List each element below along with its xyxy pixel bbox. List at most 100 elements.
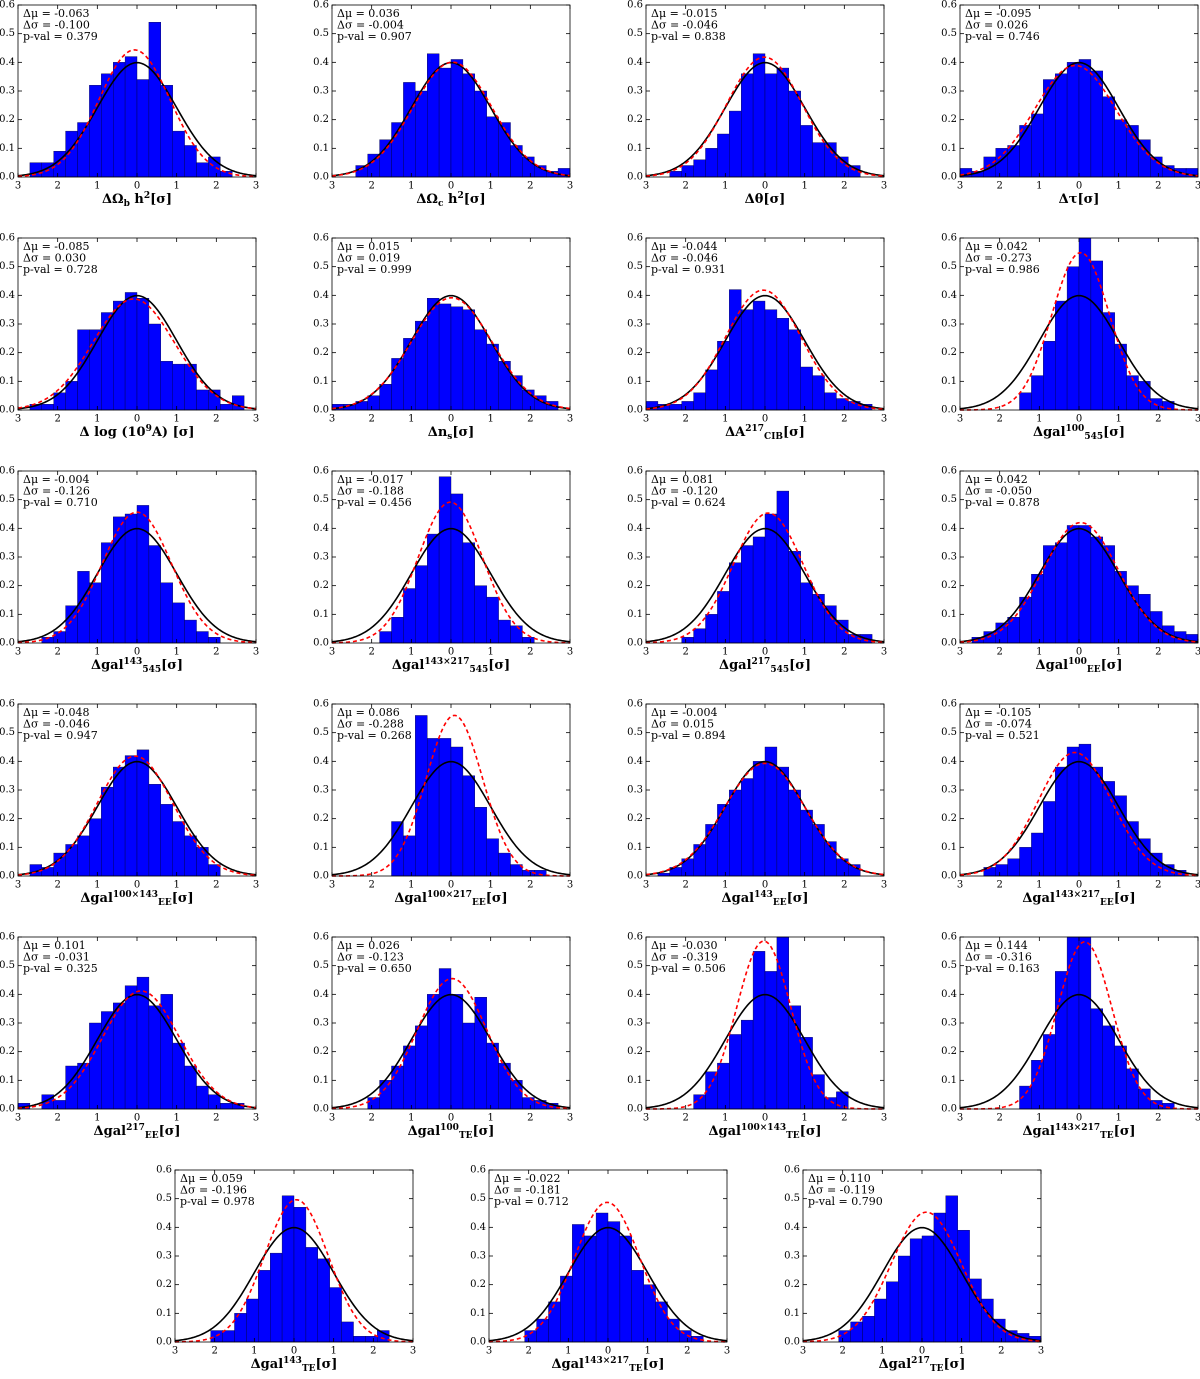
stat-annotation: p-val = 0.978	[180, 1195, 255, 1208]
y-tick-label: 0.3	[156, 1251, 172, 1262]
x-tick-label: 2	[527, 414, 533, 425]
x-axis-label-part: [σ]	[944, 1357, 966, 1372]
x-axis-label-part: Δgal	[392, 658, 425, 673]
bar	[886, 1281, 899, 1343]
x-tick-label: 1	[94, 880, 100, 891]
stat-annotation: Δσ = -0.188	[337, 485, 404, 498]
bar	[717, 591, 730, 644]
x-tick-label: 0	[605, 1346, 611, 1357]
stat-annotation: p-val = 0.878	[965, 496, 1040, 509]
y-tick-label: 0.6	[941, 233, 957, 244]
x-axis-label-part: 100	[1068, 657, 1087, 667]
bar	[1043, 341, 1056, 411]
stat-annotation: Δμ = -0.022	[494, 1172, 561, 1185]
x-tick-label: 0	[448, 1113, 454, 1124]
bar	[1066, 62, 1080, 178]
x-axis-label-part: Δgal	[1022, 1124, 1055, 1139]
x-axis-label: Δgal143×217545[σ]	[392, 657, 510, 675]
x-axis-label-part: EE	[145, 1131, 159, 1141]
normal-curve	[331, 527, 571, 643]
bar	[717, 133, 730, 178]
bar	[693, 628, 706, 644]
x-axis-label-part: Δτ[σ]	[1059, 192, 1100, 207]
bar	[981, 1298, 994, 1343]
stat-annotation: p-val = 0.712	[494, 1195, 569, 1208]
bar	[1078, 525, 1092, 644]
y-tick-label: 0.4	[0, 290, 15, 301]
x-tick-label: 0	[762, 181, 768, 192]
y-tick-label: 0.1	[313, 143, 329, 154]
bar	[741, 309, 754, 411]
bar	[667, 1318, 680, 1343]
x-tick-label: 1	[1036, 647, 1042, 658]
x-tick-label: 0	[919, 1346, 925, 1357]
bar	[124, 513, 138, 644]
bar	[438, 968, 452, 1110]
bar	[560, 1275, 573, 1343]
y-tick-label: 0.5	[784, 1193, 800, 1204]
stat-annotation: Δμ = -0.085	[23, 240, 90, 253]
bar	[403, 1045, 416, 1110]
bar	[438, 67, 452, 178]
y-tick-label: 0.2	[156, 1279, 172, 1290]
bar	[196, 162, 209, 178]
bar	[657, 872, 671, 877]
bar	[705, 369, 718, 411]
x-tick-label: 3	[643, 880, 649, 891]
bar	[693, 159, 706, 178]
x-tick-label: 3	[957, 880, 963, 891]
bar	[631, 1270, 644, 1343]
x-tick-label: 1	[173, 880, 179, 891]
bar	[415, 320, 428, 411]
bar	[438, 738, 452, 877]
x-axis-label-part: Δθ[σ]	[745, 192, 786, 207]
y-tick-label: 0.3	[0, 86, 15, 97]
bar	[619, 1235, 633, 1343]
x-axis-label-part: 143×217	[1055, 890, 1100, 900]
x-tick-label: 0	[448, 181, 454, 192]
y-tick-label: 0.0	[470, 1337, 486, 1348]
bar	[1090, 70, 1104, 178]
x-tick-label: 3	[881, 414, 887, 425]
stat-annotation: p-val = 0.710	[23, 496, 98, 509]
bar	[379, 631, 392, 644]
x-tick-label: 0	[291, 1346, 297, 1357]
y-tick-label: 0.5	[470, 1193, 486, 1204]
x-axis-label-part: c	[438, 199, 444, 209]
y-tick-label: 0.2	[941, 1046, 957, 1057]
x-tick-label: 2	[368, 181, 374, 192]
bar	[474, 807, 487, 877]
y-tick-label: 0.3	[627, 86, 643, 97]
x-tick-label: 0	[1076, 647, 1082, 658]
stat-annotation: p-val = 0.947	[23, 729, 98, 742]
x-axis-label-part: 143	[283, 1356, 302, 1366]
bar	[41, 404, 54, 411]
stat-annotation: Δμ = -0.017	[337, 473, 404, 486]
bar	[1007, 858, 1020, 877]
x-axis-label: Δτ[σ]	[1059, 192, 1100, 207]
x-axis-label-part: 545	[469, 665, 488, 675]
y-tick-label: 0.1	[627, 842, 643, 853]
stat-annotation: Δσ = -0.119	[808, 1184, 875, 1197]
stat-annotation: Δμ = 0.015	[337, 240, 400, 253]
x-axis-label-part: [σ]	[783, 425, 805, 440]
bar	[764, 309, 778, 411]
stat-annotation: Δμ = 0.042	[965, 240, 1028, 253]
bar	[729, 1034, 742, 1110]
x-axis-label-part: [σ]	[1101, 658, 1123, 673]
x-axis-label-part: 9	[146, 424, 152, 434]
bar	[752, 300, 766, 411]
x-tick-label: 1	[565, 1346, 571, 1357]
y-tick-label: 0.1	[0, 609, 15, 620]
x-tick-label: 1	[722, 414, 728, 425]
bar	[776, 67, 790, 178]
y-tick-label: 0.5	[0, 727, 15, 738]
x-tick-label: 1	[1115, 647, 1121, 658]
x-tick-label: 0	[448, 880, 454, 891]
x-axis-label-part: Δgal	[719, 658, 752, 673]
y-tick-label: 0.1	[0, 376, 15, 387]
x-tick-label: 1	[1036, 181, 1042, 192]
y-tick-label: 0.3	[470, 1251, 486, 1262]
bar	[415, 565, 428, 644]
